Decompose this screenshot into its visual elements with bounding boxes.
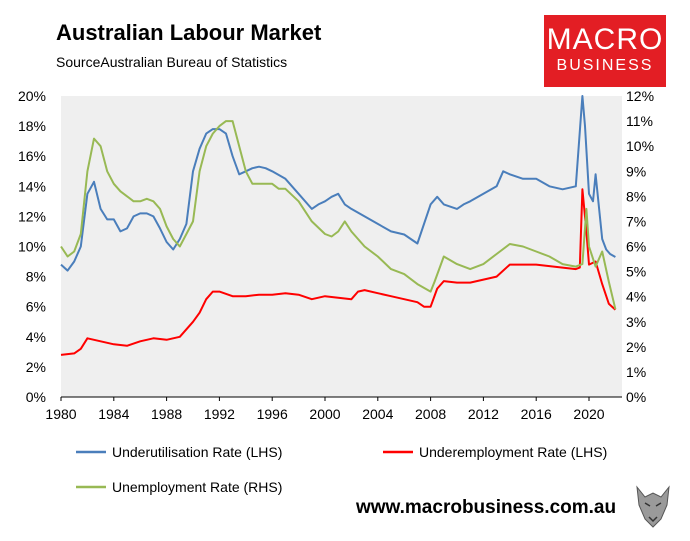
left-y-tick-label: 8% [26, 269, 46, 285]
right-axis-ticks: 0% 1% 2% 3% 4% 5% 6% 7% 8% 9% 10% 11% 12% [626, 88, 654, 405]
right-y-tick-label: 10% [626, 138, 654, 154]
x-tick-label: 2016 [521, 406, 552, 422]
wolf-logo-icon [636, 485, 670, 528]
right-y-tick-label: 1% [626, 364, 646, 380]
legend-label: Underemployment Rate (LHS) [419, 444, 607, 460]
right-y-tick-label: 11% [626, 113, 653, 129]
right-y-tick-label: 7% [626, 213, 646, 229]
x-tick-label: 2004 [362, 406, 393, 422]
website-url: www.macrobusiness.com.au [356, 497, 617, 518]
right-y-tick-label: 6% [626, 239, 646, 255]
series-line-3 [60, 120, 617, 310]
plot-area [61, 96, 622, 397]
right-y-tick-label: 2% [626, 339, 646, 355]
right-y-tick-label: 8% [626, 188, 646, 204]
chart-source: SourceAustralian Bureau of Statistics [56, 54, 288, 70]
legend-label: Unemployment Rate (RHS) [112, 479, 282, 495]
right-y-tick-label: 9% [626, 163, 646, 179]
x-tick-label: 2000 [309, 406, 340, 422]
left-y-tick-label: 6% [26, 299, 46, 315]
series-layer [60, 95, 617, 356]
series-line-1 [60, 95, 616, 272]
legend: Underutilisation Rate (LHS) Underemployme… [76, 444, 607, 495]
right-y-tick-label: 0% [626, 389, 646, 405]
right-y-tick-label: 3% [626, 314, 646, 330]
left-y-tick-label: 12% [18, 208, 46, 224]
x-tick-label: 2008 [415, 406, 446, 422]
logo-line-1: MACRO [546, 23, 664, 56]
left-y-tick-label: 4% [26, 329, 46, 345]
left-axis-ticks: 0% 2% 4% 6% 8% 10% 12% 14% 16% 18% 20% [18, 88, 46, 405]
right-y-tick-label: 5% [626, 264, 646, 280]
x-tick-label: 1980 [45, 406, 76, 422]
x-tick-label: 2020 [573, 406, 604, 422]
series-line-2 [60, 188, 617, 356]
left-y-tick-label: 18% [18, 118, 46, 134]
left-y-tick-label: 10% [18, 239, 46, 255]
x-tick-label: 1984 [98, 406, 129, 422]
x-tick-label: 1996 [257, 406, 288, 422]
right-y-tick-label: 4% [626, 289, 646, 305]
macrobusiness-logo: MACRO BUSINESS [544, 15, 666, 87]
left-y-tick-label: 14% [18, 178, 46, 194]
x-tick-label: 1992 [204, 406, 235, 422]
x-tick-label: 1988 [151, 406, 182, 422]
legend-label: Underutilisation Rate (LHS) [112, 444, 282, 460]
chart-title: Australian Labour Market [56, 20, 322, 45]
left-y-tick-label: 0% [26, 389, 46, 405]
x-tick-label: 2012 [468, 406, 499, 422]
left-y-tick-label: 2% [26, 359, 46, 375]
right-y-tick-label: 12% [626, 88, 654, 104]
left-y-tick-label: 20% [18, 88, 46, 104]
left-y-tick-label: 16% [18, 148, 46, 164]
x-axis-ticks: 1980 1984 1988 1992 1996 2000 2004 2008 2012 2016… [45, 397, 605, 422]
logo-line-2: BUSINESS [556, 57, 654, 74]
